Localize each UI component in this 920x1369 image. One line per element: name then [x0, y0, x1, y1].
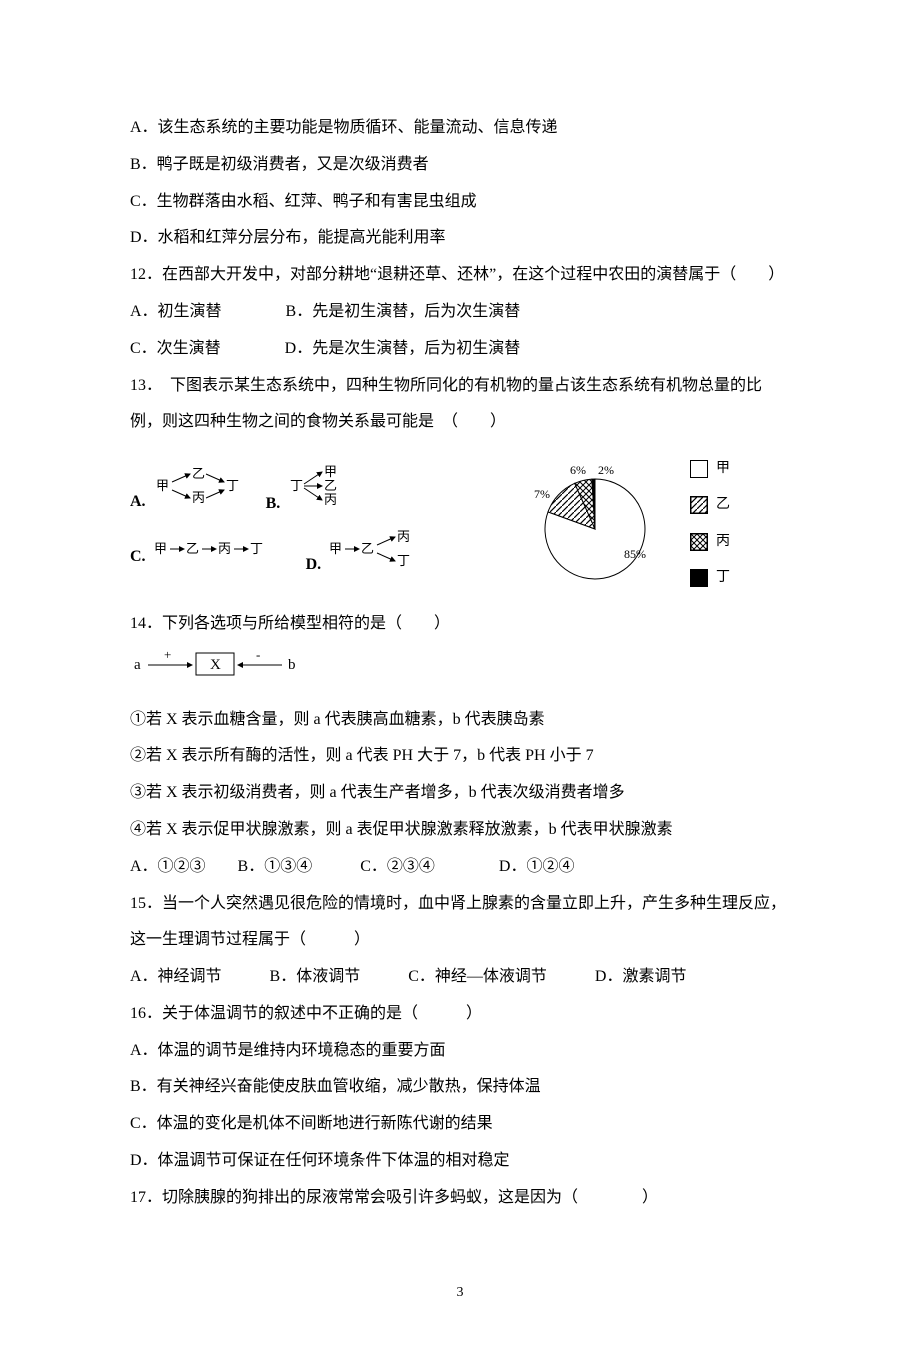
- legend-label-yi: 乙: [716, 489, 730, 521]
- food-web-d-icon: 甲 乙 丙 丁: [329, 529, 439, 569]
- q15-stem-2: 这一生理调节过程属于（ ）: [130, 922, 790, 959]
- svg-text:乙: 乙: [192, 466, 205, 481]
- legend-swatch-jia: [690, 460, 708, 478]
- svg-text:+: +: [164, 647, 171, 662]
- q13-opt-b-label: B.: [266, 495, 281, 512]
- svg-text:乙: 乙: [361, 541, 374, 556]
- food-web-b-icon: 丁 甲 乙 丙: [288, 464, 358, 508]
- q13-stem-2: 例，则这四种生物之间的食物关系最可能是 （ ）: [130, 404, 790, 441]
- legend-row-bing: 丙: [690, 526, 730, 558]
- q14-s1: ①若 X 表示血糖含量，则 a 代表胰高血糖素，b 代表胰岛素: [130, 702, 790, 739]
- q14-s4: ④若 X 表示促甲状腺激素，则 a 表促甲状腺激素释放激素，b 代表甲状腺激素: [130, 812, 790, 849]
- q13-opt-c: C. 甲 乙 丙 丁: [130, 537, 284, 576]
- q14-opts: A．①②③ B．①③④ C．②③④ D．①②④: [130, 849, 790, 886]
- q13-pie-wrap: 85% 7% 6% 2% 甲 乙 丙 丁: [520, 449, 730, 598]
- q13-opt-b: B. 丁 甲 乙 丙: [266, 464, 359, 523]
- pie-label-7: 7%: [534, 487, 550, 501]
- q12-stem: 12．在西部大开发中，对部分耕地“退耕还草、还林”，在这个过程中农田的演替属于（…: [130, 257, 790, 294]
- q13-options-column: A. 甲 乙 丙 丁 B. 丁: [130, 458, 510, 590]
- svg-text:甲: 甲: [329, 541, 342, 556]
- food-web-c-icon: 甲 乙 丙 丁: [154, 537, 284, 561]
- svg-text:丙: 丙: [218, 541, 231, 556]
- model-diagram-icon: a + X - b: [130, 647, 330, 679]
- svg-text:丁: 丁: [250, 541, 263, 556]
- svg-text:丁: 丁: [290, 478, 303, 493]
- q16-stem: 16．关于体温调节的叙述中不正确的是（ ）: [130, 996, 790, 1033]
- svg-text:乙: 乙: [186, 541, 199, 556]
- svg-text:丁: 丁: [397, 553, 410, 568]
- pie-chart-icon: 85% 7% 6% 2%: [520, 464, 670, 584]
- q11-opt-c: C．生物群落由水稻、红萍、鸭子和有害昆虫组成: [130, 184, 790, 221]
- pie-label-2: 2%: [598, 464, 614, 477]
- q11-opt-a: A．该生态系统的主要功能是物质循环、能量流动、信息传递: [130, 110, 790, 147]
- pie-legend: 甲 乙 丙 丁: [690, 449, 730, 598]
- page-number: 3: [130, 1277, 790, 1309]
- svg-text:b: b: [288, 657, 296, 673]
- q17-stem: 17．切除胰腺的狗排出的尿液常常会吸引许多蚂蚁，这是因为（ ）: [130, 1180, 790, 1217]
- svg-text:甲: 甲: [324, 464, 337, 479]
- legend-swatch-bing: [690, 533, 708, 551]
- q13-stem-1: 13． 下图表示某生态系统中，四种生物所同化的有机物的量占该生态系统有机物总量的…: [130, 368, 790, 405]
- legend-row-jia: 甲: [690, 453, 730, 485]
- q15-stem-1: 15．当一个人突然遇见很危险的情境时，血中肾上腺素的含量立即上升，产生多种生理反…: [130, 886, 790, 923]
- q14-model-figure: a + X - b: [130, 647, 790, 694]
- q16-opt-b: B．有关神经兴奋能使皮肤血管收缩，减少散热，保持体温: [130, 1069, 790, 1106]
- q14-s2: ②若 X 表示所有酶的活性，则 a 代表 PH 大于 7，b 代表 PH 小于 …: [130, 738, 790, 775]
- legend-label-bing: 丙: [716, 526, 730, 558]
- svg-text:a: a: [134, 657, 141, 673]
- q16-opt-d: D．体温调节可保证在任何环境条件下体温的相对稳定: [130, 1143, 790, 1180]
- svg-text:丙: 丙: [397, 529, 410, 544]
- q14-stem: 14．下列各选项与所给模型相符的是（ ）: [130, 606, 790, 643]
- q13-opt-a-label: A.: [130, 493, 146, 510]
- q13-opt-d-label: D.: [306, 556, 322, 573]
- q12-opts-row1: A．初生演替 B．先是初生演替，后为次生演替: [130, 294, 790, 331]
- legend-row-ding: 丁: [690, 562, 730, 594]
- svg-text:乙: 乙: [324, 478, 337, 493]
- legend-label-jia: 甲: [716, 453, 730, 485]
- svg-text:丙: 丙: [192, 490, 205, 505]
- svg-text:甲: 甲: [154, 541, 167, 556]
- q15-opts: A．神经调节 B．体液调节 C．神经—体液调节 D．激素调节: [130, 959, 790, 996]
- q13-opt-c-label: C.: [130, 548, 146, 565]
- q16-opt-c: C．体温的变化是机体不间断地进行新陈代谢的结果: [130, 1106, 790, 1143]
- q14-s3: ③若 X 表示初级消费者，则 a 代表生产者增多，b 代表次级消费者增多: [130, 775, 790, 812]
- pie-label-6: 6%: [570, 464, 586, 477]
- q16-opt-a: A．体温的调节是维持内环境稳态的重要方面: [130, 1033, 790, 1070]
- svg-text:丙: 丙: [324, 492, 337, 507]
- svg-text:X: X: [210, 657, 221, 673]
- q13-row-ab: A. 甲 乙 丙 丁 B. 丁: [130, 464, 510, 523]
- q12-opts-row2: C．次生演替 D．先是次生演替，后为初生演替: [130, 331, 790, 368]
- q13-figure: A. 甲 乙 丙 丁 B. 丁: [130, 449, 790, 598]
- q11-opt-b: B．鸭子既是初级消费者，又是次级消费者: [130, 147, 790, 184]
- q13-opt-d: D. 甲 乙 丙 丁: [306, 529, 440, 584]
- q13-row-cd: C. 甲 乙 丙 丁 D. 甲 乙: [130, 529, 510, 584]
- legend-label-ding: 丁: [716, 562, 730, 594]
- pie-label-85: 85%: [624, 547, 646, 561]
- food-web-a-icon: 甲 乙 丙 丁: [154, 466, 244, 506]
- q11-opt-d: D．水稻和红萍分层分布，能提高光能利用率: [130, 220, 790, 257]
- svg-text:丁: 丁: [226, 478, 239, 493]
- legend-row-yi: 乙: [690, 489, 730, 521]
- legend-swatch-yi: [690, 496, 708, 514]
- svg-text:-: -: [256, 647, 260, 662]
- svg-text:甲: 甲: [156, 478, 169, 493]
- q13-opt-a: A. 甲 乙 丙 丁: [130, 466, 244, 521]
- legend-swatch-ding: [690, 569, 708, 587]
